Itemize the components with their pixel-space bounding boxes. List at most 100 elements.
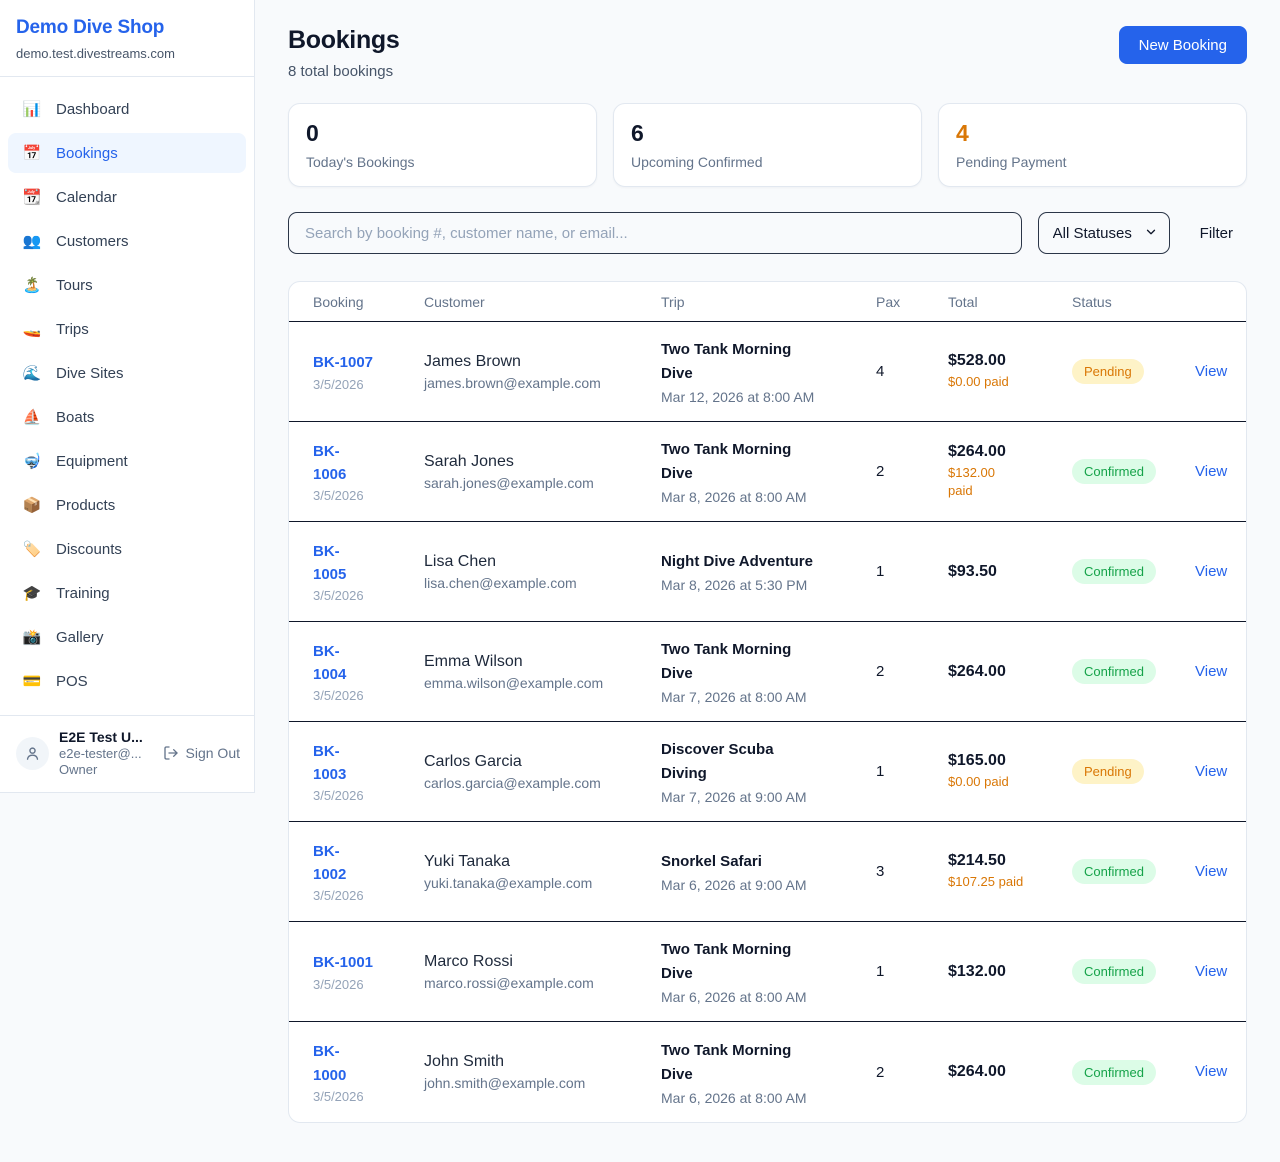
filter-button[interactable]: Filter <box>1186 225 1247 242</box>
products-icon: 📦 <box>22 496 42 514</box>
trip-name: Two Tank Morning Dive <box>661 641 792 682</box>
view-link[interactable]: View <box>1195 762 1228 780</box>
user-email: e2e-tester@... <box>59 746 142 761</box>
total-amount: $528.00 <box>948 351 1006 369</box>
trip-date: Mar 8, 2026 at 5:30 PM <box>661 577 808 593</box>
total-cell: $528.00 $0.00 paid <box>948 352 1072 391</box>
discounts-icon: 🏷️ <box>22 540 42 558</box>
filter-row: All Statuses Filter <box>288 212 1247 254</box>
col-status: Status <box>1072 293 1112 310</box>
stat-label: Upcoming Confirmed <box>631 154 763 171</box>
table-row: BK- 1004 3/5/2026 Emma Wilson emma.wilso… <box>289 622 1246 722</box>
trip-cell: Discover Scuba Diving Mar 7, 2026 at 9:0… <box>661 738 876 805</box>
customer-name: Emma Wilson <box>424 652 523 670</box>
status-filter-select[interactable]: All Statuses <box>1037 212 1170 254</box>
booking-id-link[interactable]: BK- 1004 <box>313 642 347 683</box>
view-link[interactable]: View <box>1195 962 1228 980</box>
total-cell: $132.00 <box>948 963 1072 981</box>
actions-cell: View <box>1195 563 1227 581</box>
total-cell: $264.00 <box>948 663 1072 681</box>
status-cell: Confirmed <box>1072 859 1195 884</box>
booking-id-link[interactable]: BK- 1000 <box>313 1043 347 1084</box>
sidebar-item-trips[interactable]: 🚤 Trips <box>22 320 89 338</box>
new-booking-button[interactable]: New Booking <box>1118 26 1247 64</box>
status-cell: Confirmed <box>1072 1059 1195 1085</box>
stat-value: 6 <box>631 120 644 146</box>
sign-out-button[interactable]: Sign Out <box>163 745 240 761</box>
trip-cell: Snorkel Safari Mar 6, 2026 at 9:00 AM <box>661 850 876 893</box>
status-badge: Confirmed <box>1072 859 1156 884</box>
customer-cell: Emma Wilson emma.wilson@example.com <box>424 653 661 691</box>
trip-date: Mar 8, 2026 at 8:00 AM <box>661 489 807 505</box>
table-body: BK-1007 3/5/2026 James Brown james.brown… <box>289 322 1246 1122</box>
status-cell: Confirmed <box>1072 659 1195 684</box>
booking-id-link[interactable]: BK- 1002 <box>313 842 347 883</box>
sign-out-label: Sign Out <box>185 745 240 761</box>
status-badge: Confirmed <box>1072 1059 1156 1085</box>
customer-name: Sarah Jones <box>424 452 514 470</box>
trip-cell: Two Tank Morning Dive Mar 8, 2026 at 8:0… <box>661 438 876 505</box>
booking-date: 3/5/2026 <box>313 376 364 392</box>
sidebar-item-boats[interactable]: ⛵ Boats <box>22 408 95 426</box>
search-input[interactable] <box>288 212 1022 254</box>
sidebar-item-dive-sites[interactable]: 🌊 Dive Sites <box>22 364 124 382</box>
total-amount: $132.00 <box>948 962 1006 980</box>
trip-date: Mar 7, 2026 at 9:00 AM <box>661 789 807 805</box>
status-cell: Pending <box>1072 759 1195 784</box>
sidebar-item-tours[interactable]: 🏝️ Tours <box>22 276 93 294</box>
sidebar-item-training[interactable]: 🎓 Training <box>22 584 110 602</box>
trip-date: Mar 12, 2026 at 8:00 AM <box>661 389 815 405</box>
sidebar-item-dashboard[interactable]: 📊 Dashboard <box>22 100 130 118</box>
pax-cell: 2 <box>876 663 885 680</box>
view-link[interactable]: View <box>1195 462 1228 480</box>
booking-id-link[interactable]: BK- 1003 <box>313 742 347 783</box>
pax-cell: 3 <box>876 863 885 880</box>
booking-cell: BK- 1002 3/5/2026 <box>313 840 424 904</box>
equipment-icon: 🤿 <box>22 452 42 470</box>
trip-name: Two Tank Morning Dive <box>661 441 792 482</box>
sidebar-item-equipment[interactable]: 🤿 Equipment <box>22 452 128 470</box>
view-link[interactable]: View <box>1195 562 1228 580</box>
status-cell: Pending <box>1072 359 1195 384</box>
view-link[interactable]: View <box>1195 1063 1228 1080</box>
trip-name: Two Tank Morning Dive <box>661 341 792 382</box>
booking-id-link[interactable]: BK-1001 <box>313 954 374 972</box>
booking-id-link[interactable]: BK- 1006 <box>313 442 347 483</box>
sidebar-item-pos[interactable]: 💳 POS <box>22 672 88 690</box>
view-link[interactable]: View <box>1195 662 1228 680</box>
sidebar-item-calendar[interactable]: 📆 Calendar <box>22 188 117 206</box>
customer-email: lisa.chen@example.com <box>424 574 577 591</box>
trip-name: Two Tank Morning Dive <box>661 1041 792 1083</box>
customer-cell: Marco Rossi marco.rossi@example.com <box>424 953 661 991</box>
sidebar-item-gallery[interactable]: 📸 Gallery <box>22 628 104 646</box>
table-row: BK-1007 3/5/2026 James Brown james.brown… <box>289 322 1246 422</box>
sidebar-item-bookings[interactable]: 📅 Bookings <box>8 133 246 173</box>
booking-cell: BK- 1000 3/5/2026 <box>313 1040 424 1104</box>
dashboard-icon: 📊 <box>22 100 42 118</box>
table-row: BK- 1003 3/5/2026 Carlos Garcia carlos.g… <box>289 722 1246 822</box>
col-total: Total <box>948 293 978 310</box>
total-cell: $93.50 <box>948 563 1072 581</box>
table-row: BK- 1006 3/5/2026 Sarah Jones sarah.jone… <box>289 422 1246 522</box>
booking-id-link[interactable]: BK- 1005 <box>313 542 347 583</box>
stat-card-pending-payment: 4 Pending Payment <box>938 103 1247 187</box>
sidebar-item-customers[interactable]: 👥 Customers <box>22 232 129 250</box>
user-icon <box>26 746 39 760</box>
customer-cell: Sarah Jones sarah.jones@example.com <box>424 453 661 491</box>
booking-date: 3/5/2026 <box>313 888 364 904</box>
pax-cell: 2 <box>876 463 885 480</box>
view-link[interactable]: View <box>1195 862 1228 880</box>
sidebar-item-discounts[interactable]: 🏷️ Discounts <box>22 540 122 558</box>
view-link[interactable]: View <box>1195 362 1228 380</box>
table-row: BK- 1002 3/5/2026 Yuki Tanaka yuki.tanak… <box>289 822 1246 922</box>
customer-name: Carlos Garcia <box>424 752 522 770</box>
trip-date: Mar 6, 2026 at 8:00 AM <box>661 989 807 1005</box>
sidebar-item-products[interactable]: 📦 Products <box>22 496 116 514</box>
total-amount: $214.50 <box>948 851 1006 869</box>
stat-label: Today's Bookings <box>306 154 415 171</box>
booking-id-link[interactable]: BK-1007 <box>313 354 374 372</box>
booking-date: 3/5/2026 <box>313 788 364 804</box>
page-subtitle: 8 total bookings <box>288 63 394 80</box>
customer-cell: John Smith john.smith@example.com <box>424 1053 661 1091</box>
status-badge: Confirmed <box>1072 659 1156 684</box>
